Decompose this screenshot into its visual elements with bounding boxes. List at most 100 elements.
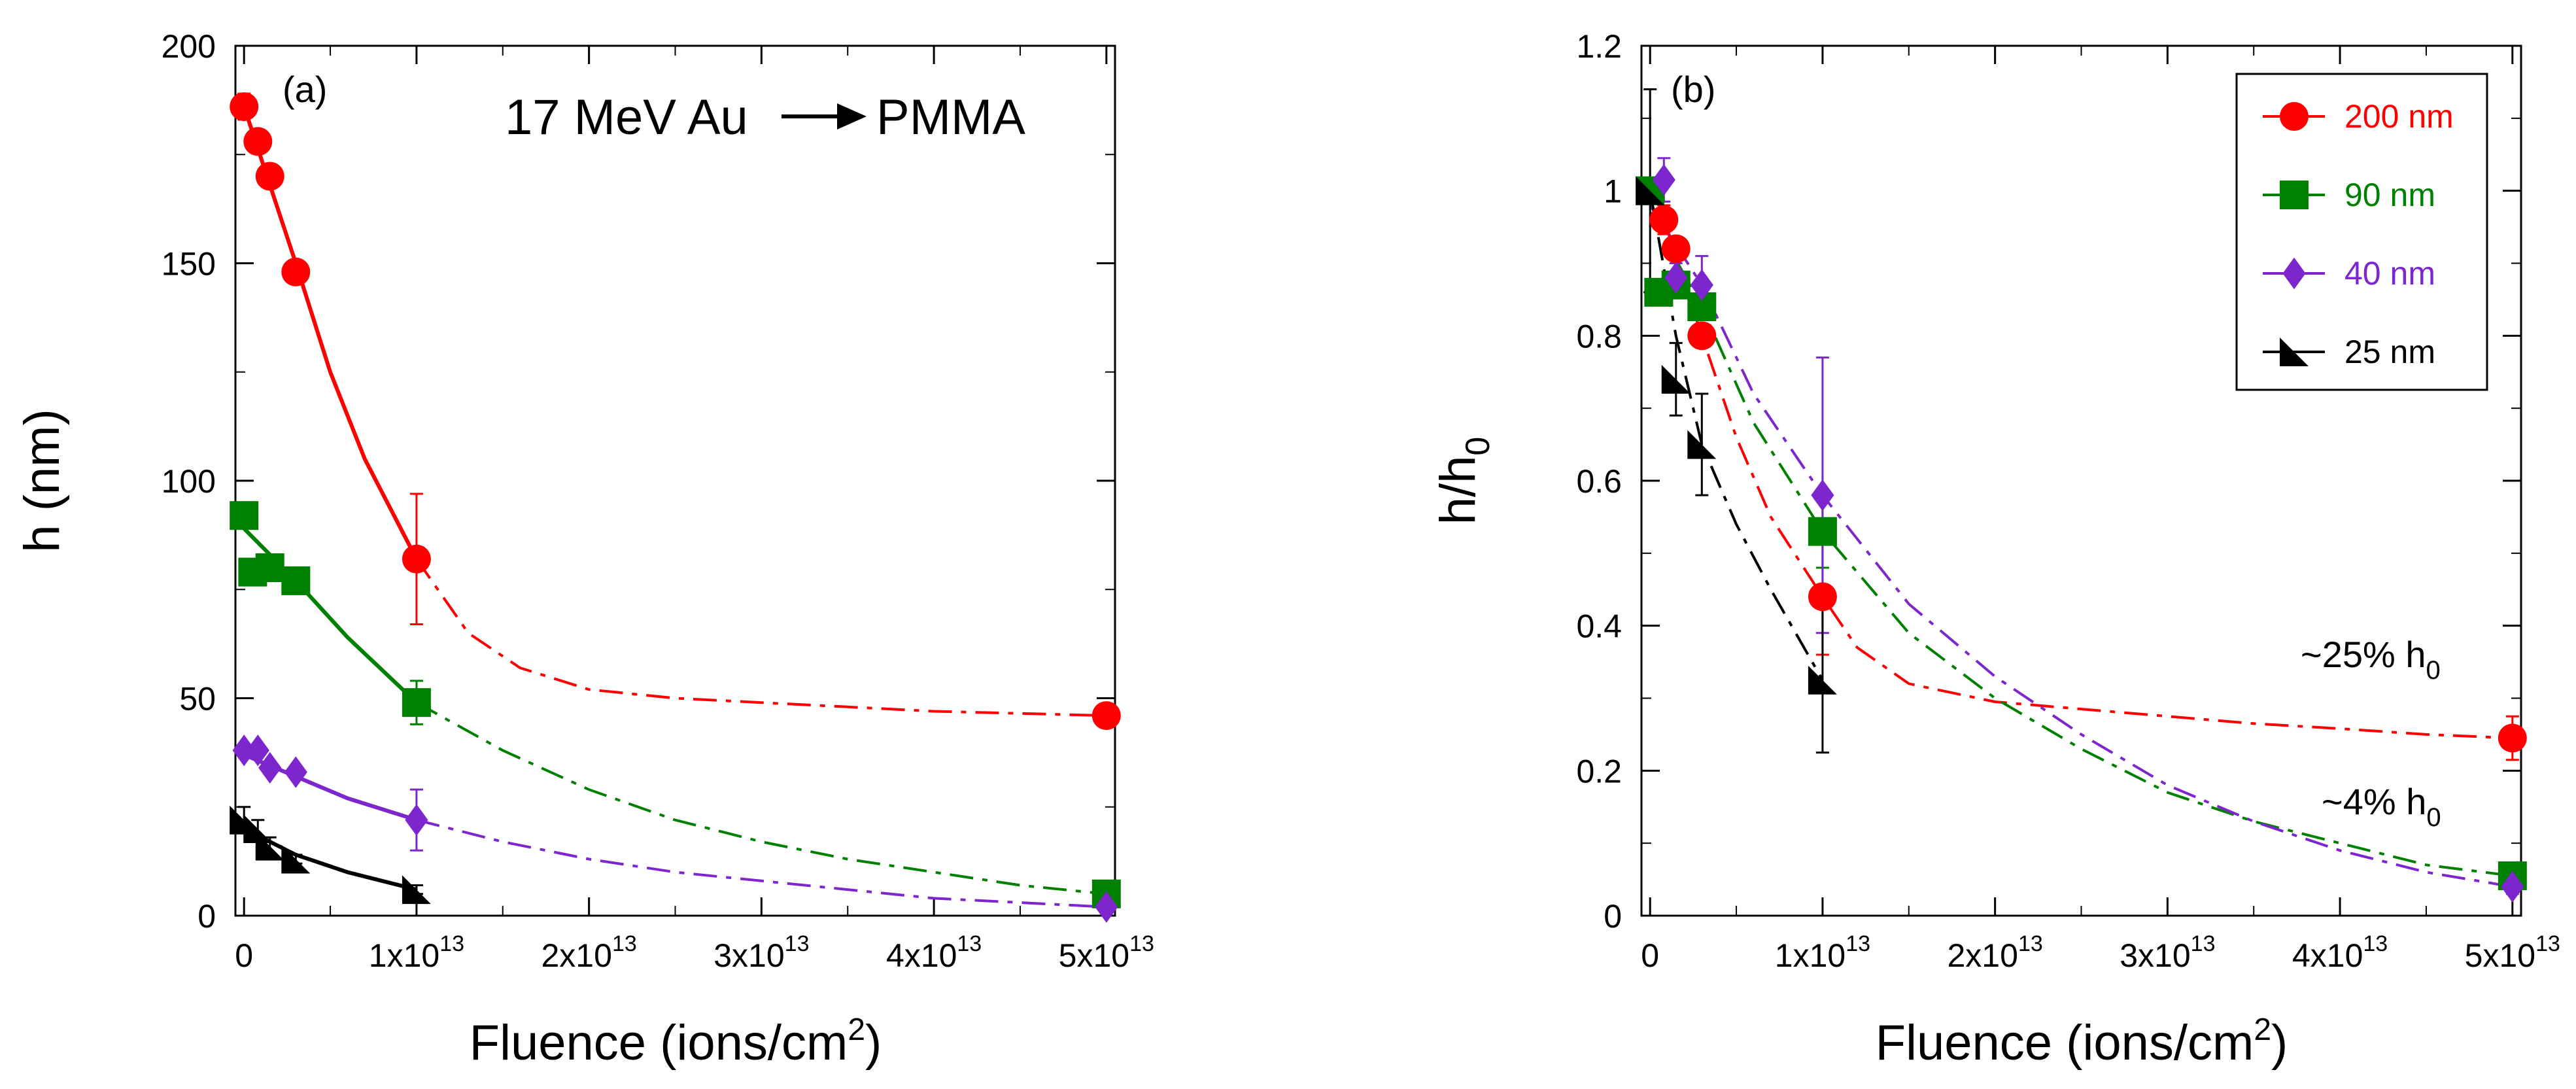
legend-frame: [2235, 73, 2488, 391]
x-axis-label-b: Fluence (ions/cm2): [1876, 1012, 2288, 1071]
point-200nm-2: [255, 162, 284, 191]
x-tick-label-base-3: 3x10: [713, 937, 784, 974]
point-40nm-5: [1095, 891, 1118, 923]
point-200nm-4: [2498, 723, 2527, 753]
x-tick-label-exp-4: 13: [957, 931, 982, 956]
legend-label-2: 40 nm: [2344, 255, 2435, 292]
y-tick-labels-b: 0 0.2 0.4 0.6 0.8 1 1.2: [1576, 28, 1622, 935]
x-tick-labels-a: 0 1x1013 2x1013 3x1013 4x1013 5x1013: [235, 931, 1154, 974]
annotation-25pct: ~25% h0: [2301, 634, 2441, 685]
x-tick-labels-b: 0 1x1013 2x1013 3x1013 4x1013 5x1013: [1641, 931, 2560, 974]
annotation-4pct: ~4% h0: [2322, 781, 2441, 832]
x-tick-label-base-3: 3x10: [2120, 937, 2190, 974]
x-tick-label-2: 2x1013: [1948, 931, 2043, 974]
x-tick-label-4: 4x1013: [886, 931, 982, 974]
panel-label-b: (b): [1671, 69, 1715, 110]
x-tick-label-1: 1x1013: [369, 931, 464, 974]
x-tick-label-3: 3x1013: [2120, 931, 2215, 974]
point-90nm-2: [255, 553, 284, 582]
x-tick-label-base-1: 1x10: [1775, 937, 1846, 974]
fit-dashed-40nm: [416, 818, 1107, 908]
x-tick-label-base-2: 2x10: [1948, 937, 2018, 974]
y-tick-label-3: 0.6: [1576, 463, 1622, 500]
point-40nm-1: [246, 735, 269, 767]
point-25nm-3: [281, 844, 311, 874]
fit-dashed-200nm: [415, 558, 1107, 717]
legend-marker-0: [2280, 102, 2309, 131]
x-tick-label-4: 4x1013: [2292, 931, 2388, 974]
legend-marker-3: [2280, 337, 2309, 366]
point-25nm-4: [402, 875, 431, 905]
data-points-b: [1636, 164, 2527, 903]
point-200nm-5: [1091, 701, 1121, 731]
panel-a: 0 1x1013 2x1013 3x1013 4x1013 5x1013 05010015…: [14, 28, 1154, 1071]
ticks-a: [235, 44, 1115, 917]
x-tick-label-base-0: 0: [1641, 937, 1659, 974]
fit-dashed-200nm: [1662, 219, 2513, 740]
x-tick-label-0: 0: [1641, 937, 1659, 974]
x-tick-label-base-2: 2x10: [541, 937, 612, 974]
x-tick-label-exp-2: 13: [2018, 931, 2043, 956]
x-tick-label-exp-2: 13: [612, 931, 637, 956]
panel-b: 0 1x1013 2x1013 3x1013 4x1013 5x1013 00.20.40…: [1430, 28, 2560, 1071]
point-25nm-0: [1636, 176, 1665, 205]
fit-dashed-25nm: [1649, 190, 1824, 681]
point-90nm-0: [230, 501, 259, 530]
point-90nm-3: [281, 566, 311, 595]
x-tick-label-base-5: 5x10: [2465, 937, 2535, 974]
point-25nm-1: [243, 814, 273, 843]
x-axis-label-a: Fluence (ions/cm2): [470, 1012, 882, 1071]
point-25nm-2: [255, 831, 284, 861]
point-40nm-4: [405, 804, 428, 836]
point-25nm-2: [1687, 430, 1717, 459]
point-200nm-2: [1687, 321, 1717, 351]
point-200nm-3: [281, 257, 311, 286]
y-tick-labels-a: 0 50 100 150 200: [162, 28, 216, 935]
x-tick-label-5: 5x1013: [1059, 931, 1154, 974]
legend-label-0: 200 nm: [2344, 98, 2454, 135]
x-tick-label-base-5: 5x10: [1059, 937, 1129, 974]
point-200nm-4: [402, 544, 431, 574]
x-tick-label-base-1: 1x10: [369, 937, 439, 974]
x-tick-label-0: 0: [235, 937, 253, 974]
point-200nm-1: [1661, 234, 1691, 264]
x-tick-label-exp-4: 13: [2363, 931, 2388, 956]
annotation-source: 17 MeV Au: [505, 90, 748, 145]
x-tick-label-exp-5: 13: [1129, 931, 1154, 956]
x-tick-label-exp-1: 13: [439, 931, 464, 956]
y-tick-label-2: 0.4: [1576, 608, 1622, 645]
y-tick-label-4: 200: [162, 28, 216, 65]
x-tick-label-exp-5: 13: [2535, 931, 2560, 956]
point-40nm-0: [232, 735, 256, 767]
point-40nm-2: [258, 752, 282, 784]
x-tick-label-exp-3: 13: [2191, 931, 2216, 956]
legend-label-1: 90 nm: [2344, 177, 2435, 213]
x-tick-label-1: 1x1013: [1775, 931, 1870, 974]
ticks-b: [1641, 44, 2521, 917]
point-90nm-4: [402, 688, 431, 717]
fit-dashed-90nm: [1649, 211, 2513, 877]
fit-dashed-40nm: [1649, 204, 2513, 888]
y-axis-label-b: h/h0: [1430, 437, 1497, 525]
y-tick-label-0: 0: [197, 898, 216, 935]
y-axis-label-a: h (nm): [14, 409, 70, 553]
y-tick-label-2: 100: [162, 463, 216, 500]
x-tick-label-base-0: 0: [235, 937, 253, 974]
fit-lines-b: [1649, 190, 2513, 888]
x-tick-label-exp-1: 13: [1846, 931, 1870, 956]
x-tick-label-exp-3: 13: [785, 931, 810, 956]
point-90nm-4: [1808, 517, 1837, 546]
data-points-a: [230, 92, 1121, 923]
y-tick-label-0: 0: [1604, 898, 1622, 935]
fit-dashed-90nm: [415, 701, 1107, 895]
annotation-a: 17 MeV Au PMMA: [505, 90, 1025, 145]
point-40nm-0: [1652, 164, 1675, 196]
point-25nm-3: [1808, 665, 1837, 695]
point-40nm-3: [284, 756, 307, 788]
legend-b: 200 nm 90 nm 40 nm 25 nm: [2235, 73, 2488, 391]
annotation-arrow-head: [837, 103, 867, 130]
y-tick-label-3: 150: [162, 246, 216, 283]
point-40nm-4: [2501, 871, 2524, 903]
point-200nm-0: [230, 92, 259, 122]
